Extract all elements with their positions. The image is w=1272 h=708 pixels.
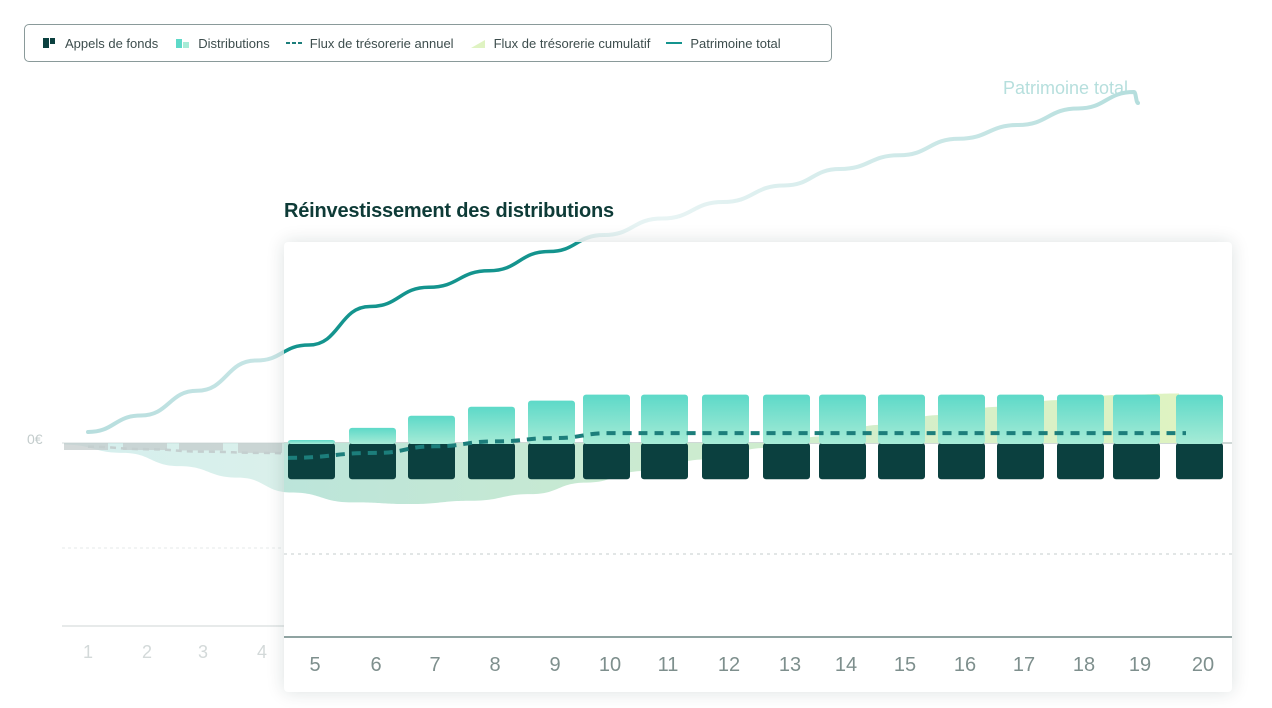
cumulative-cashflow-icon bbox=[470, 40, 485, 48]
x-tick-label: 7 bbox=[429, 654, 440, 676]
x-tick-label: 16 bbox=[954, 654, 976, 676]
x-tick-label: 5 bbox=[309, 654, 320, 676]
distribution-bar bbox=[819, 394, 866, 444]
legend-label: Distributions bbox=[198, 35, 270, 51]
total-wealth-icon bbox=[666, 42, 683, 44]
total-wealth-line-faded bbox=[86, 89, 1140, 434]
x-tick-label: 18 bbox=[1073, 654, 1095, 676]
capital-call-bar bbox=[583, 443, 630, 480]
distribution-bar bbox=[997, 394, 1044, 444]
distributions-icon bbox=[176, 39, 190, 48]
capital-call-bar bbox=[997, 443, 1044, 480]
x-tick-label: 14 bbox=[835, 654, 857, 676]
distribution-bar bbox=[763, 394, 810, 444]
x-tick-label: 11 bbox=[658, 654, 679, 676]
annual-cashflow-line bbox=[287, 431, 1186, 460]
distribution-bar bbox=[938, 394, 985, 444]
distribution-bar bbox=[349, 427, 396, 444]
capital-call-bar bbox=[528, 443, 575, 480]
x-tick-label: 6 bbox=[370, 654, 381, 676]
capital-call-bar bbox=[819, 443, 866, 480]
x-tick-label: 12 bbox=[718, 654, 740, 676]
capital-call-bar bbox=[878, 443, 925, 480]
distribution-bar bbox=[1113, 394, 1160, 444]
legend-label: Appels de fonds bbox=[65, 35, 159, 51]
x-tick-label: 4 bbox=[257, 642, 267, 662]
total-wealth-end-label: Patrimoine total bbox=[1003, 78, 1128, 98]
chart-legend: Appels de fonds Distributions Flux de trés… bbox=[24, 24, 832, 62]
capital-call-bar bbox=[238, 443, 282, 453]
x-tick-label: 13 bbox=[779, 654, 801, 676]
capital-call-bar bbox=[1113, 443, 1160, 480]
distribution-bar bbox=[702, 394, 749, 444]
capital-call-bar bbox=[123, 443, 167, 450]
legend-item[interactable]: Patrimoine total bbox=[666, 35, 781, 51]
x-tick-label: 10 bbox=[599, 654, 621, 676]
capital-call-bar bbox=[702, 443, 749, 480]
x-tick-label: 15 bbox=[894, 654, 916, 676]
legend-item[interactable]: Flux de trésorerie cumulatif bbox=[470, 35, 651, 51]
legend-item[interactable]: Distributions bbox=[174, 36, 270, 51]
panel-title: Réinvestissement des distributions bbox=[284, 200, 614, 222]
capital-call-bar bbox=[763, 443, 810, 480]
distribution-bar bbox=[583, 394, 630, 444]
x-tick-label: 1 bbox=[83, 642, 93, 662]
capital-call-bar bbox=[468, 443, 515, 480]
capital-call-bar bbox=[408, 443, 455, 480]
distribution-bar bbox=[878, 394, 925, 444]
annual-cashflow-line-faded bbox=[87, 445, 316, 456]
distribution-bar bbox=[408, 415, 455, 444]
annual-cashflow-icon bbox=[285, 42, 302, 44]
legend-label: Patrimoine total bbox=[690, 35, 781, 51]
legend-item[interactable]: Appels de fonds bbox=[41, 36, 158, 51]
x-tick-label: 3 bbox=[198, 642, 208, 662]
x-tick-label: 8 bbox=[489, 654, 500, 676]
x-tick-label: 20 bbox=[1192, 654, 1214, 676]
capital-call-bar bbox=[349, 443, 396, 480]
distribution-bar bbox=[1176, 394, 1223, 444]
x-tick-label: 9 bbox=[549, 654, 560, 676]
capital-calls-icon bbox=[43, 38, 55, 48]
capital-call-bar bbox=[1057, 443, 1104, 480]
legend-label: Flux de trésorerie annuel bbox=[309, 35, 454, 51]
capital-call-bar bbox=[288, 443, 335, 480]
panel-chart: 5 6 7 8 9 10 11 12 13 14 15 16 17 18 19 20 bbox=[284, 242, 1232, 676]
legend-item[interactable]: Flux de trésorerie annuel bbox=[285, 35, 454, 51]
capital-call-bar bbox=[641, 443, 688, 480]
capital-call-bar bbox=[1176, 443, 1223, 480]
capital-call-bar bbox=[938, 443, 985, 480]
x-tick-label: 2 bbox=[142, 642, 152, 662]
legend-label: Flux de trésorerie cumulatif bbox=[493, 35, 651, 51]
distribution-bar bbox=[641, 394, 688, 444]
distribution-bar bbox=[1057, 394, 1104, 444]
x-tick-label: 17 bbox=[1013, 654, 1035, 676]
capital-call-bar bbox=[64, 443, 108, 450]
zero-axis-label: 0€ bbox=[27, 431, 43, 447]
distribution-bar bbox=[288, 439, 335, 444]
capital-call-bar bbox=[179, 443, 223, 451]
x-tick-label: 19 bbox=[1129, 654, 1151, 676]
distribution-bar bbox=[528, 400, 575, 444]
distribution-bar bbox=[468, 406, 515, 444]
